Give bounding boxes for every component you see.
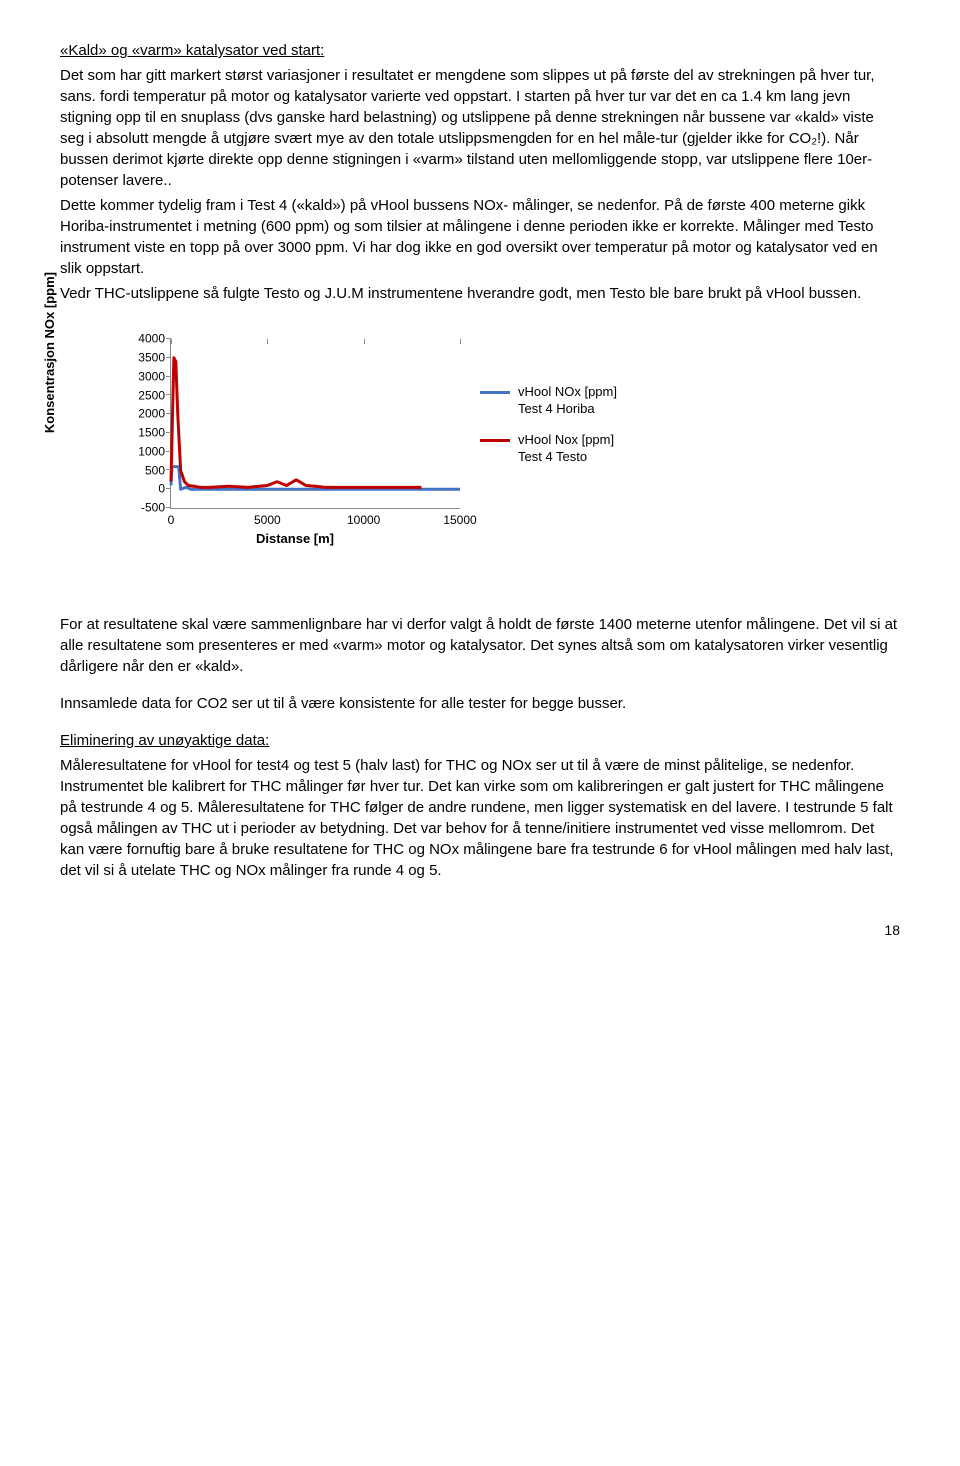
page-number: 18: [60, 921, 900, 941]
legend-swatch: [480, 391, 510, 394]
y-tick-label: -500: [141, 500, 165, 517]
legend-swatch: [480, 439, 510, 442]
chart-xlabel: Distanse [m]: [256, 530, 334, 548]
chart-ylabel: Konsentrasjon NOx [ppm]: [41, 272, 59, 433]
y-tick-label: 4000: [138, 331, 165, 348]
x-tick-label: 0: [168, 512, 175, 529]
y-tick-label: 1500: [138, 424, 165, 441]
y-tick-label: 0: [158, 481, 165, 498]
x-tick-label: 10000: [347, 512, 380, 529]
chart-legend: vHool NOx [ppm]Test 4 Horiba vHool Nox [p…: [480, 384, 617, 480]
section-heading: Eliminering av unøyaktige data:: [60, 730, 900, 751]
y-tick-label: 3500: [138, 349, 165, 366]
x-tick-label: 15000: [443, 512, 476, 529]
legend-label: vHool Nox [ppm]Test 4 Testo: [518, 432, 614, 466]
y-tick-label: 2500: [138, 387, 165, 404]
nox-chart: Konsentrasjon NOx [ppm] -500050010001500…: [60, 324, 680, 584]
legend-label: vHool NOx [ppm]Test 4 Horiba: [518, 384, 617, 418]
legend-item: vHool Nox [ppm]Test 4 Testo: [480, 432, 617, 466]
y-tick-label: 2000: [138, 406, 165, 423]
y-tick-label: 500: [145, 462, 165, 479]
body-paragraph: Dette kommer tydelig fram i Test 4 («kal…: [60, 195, 900, 279]
body-paragraph: For at resultatene skal være sammenlignb…: [60, 614, 900, 677]
body-paragraph: Måleresultatene for vHool for test4 og t…: [60, 755, 900, 881]
legend-item: vHool NOx [ppm]Test 4 Horiba: [480, 384, 617, 418]
y-tick-label: 1000: [138, 443, 165, 460]
body-paragraph: Det som har gitt markert størst variasjo…: [60, 65, 900, 191]
x-tick-label: 5000: [254, 512, 281, 529]
body-paragraph: Vedr THC-utslippene så fulgte Testo og J…: [60, 283, 900, 304]
body-paragraph: Innsamlede data for CO2 ser ut til å vær…: [60, 693, 900, 714]
chart-series-line: [171, 358, 421, 488]
y-tick-label: 3000: [138, 368, 165, 385]
section-heading: «Kald» og «varm» katalysator ved start:: [60, 40, 900, 61]
